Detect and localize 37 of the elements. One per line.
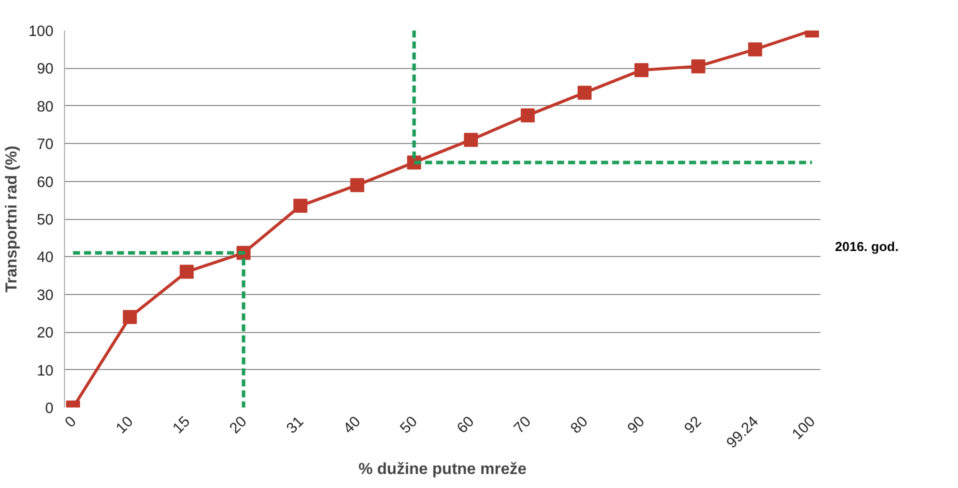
y-tick-label: 80 [36,98,54,116]
x-tick-label: 10 [112,413,137,438]
y-tick-label: 0 [45,400,54,417]
text: 2016. god. [835,238,899,256]
point [464,132,478,147]
point [180,264,194,279]
y-tick-label: 20 [36,324,54,342]
point [520,108,535,122]
point [748,42,762,56]
x-tick-label: 31 [283,413,308,438]
point [350,178,364,192]
x-tick-label: 60 [454,413,478,438]
x-tick-label: 100 [788,413,819,443]
y-tick-label: 60 [36,174,54,191]
x-tick-label: 20 [226,413,250,438]
x-tick-label: 0 [62,413,80,432]
x-tick-label: 92 [681,413,706,438]
x-tick-label: 15 [170,413,194,438]
point [578,86,592,100]
point [691,59,706,74]
x-tick-label: 80 [568,413,592,438]
x-axis-title: % dužine putne mreže [358,460,527,478]
y-tick-label: 40 [36,249,54,266]
point [293,198,308,213]
x-tick-label: 40 [340,413,364,438]
y-tick-label: 100 [28,23,54,40]
y-tick-label: 50 [36,212,54,228]
y-tick-label: 10 [36,362,54,380]
y-tick-label: 30 [36,286,54,304]
y-tick-label: 70 [36,136,54,154]
x-tick-label: 70 [510,413,534,438]
y-tick-label: 90 [36,60,54,78]
point [634,63,648,78]
y-axis-title: Transportni rad (%) [3,146,20,292]
x-tick-label: 90 [624,413,648,438]
x-tick-label: 50 [396,413,421,438]
point [122,310,137,324]
